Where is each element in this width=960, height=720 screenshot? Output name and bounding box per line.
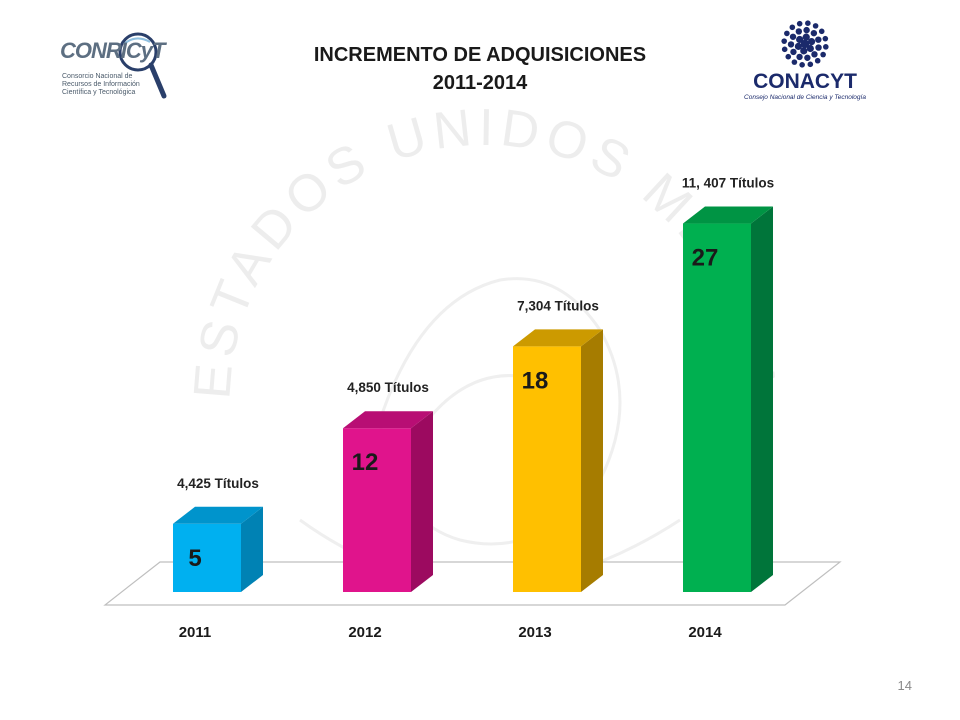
conricyt-logo-subtitle: Consorcio Nacional de Recursos de Inform…: [62, 73, 157, 97]
conacyt-dots-icon: [781, 20, 829, 68]
conacyt-dot: [796, 53, 803, 61]
conacyt-dot: [805, 20, 811, 26]
slide-title: INCREMENTO DE ADQUISICIONES: [313, 44, 647, 66]
conacyt-dot: [806, 44, 814, 53]
conacyt-dot: [796, 20, 803, 27]
bar-front: [513, 346, 581, 592]
conacyt-dot: [795, 28, 803, 35]
conacyt-dot: [802, 33, 810, 41]
conacyt-dot: [789, 24, 796, 31]
bar-side: [411, 411, 433, 592]
bar-front: [343, 428, 411, 592]
conacyt-logo-name: CONACYT: [753, 70, 857, 93]
chart-floor: [103, 561, 842, 606]
bar-2012: 12 4,850 Títulos 2012: [343, 380, 433, 641]
x-tick-label: 2014: [688, 624, 722, 641]
x-tick-label: 2012: [348, 624, 381, 641]
bar-annotation: 4,425 Títulos: [177, 476, 259, 491]
x-tick-label: 2013: [518, 624, 551, 641]
conacyt-dot: [796, 35, 804, 44]
bar-side: [241, 506, 263, 592]
bar-top: [343, 411, 433, 429]
conacyt-dot: [823, 44, 829, 50]
conricyt-subtitle-line: Consorcio Nacional de: [62, 73, 133, 80]
bar-side: [581, 329, 603, 592]
conacyt-dot: [791, 59, 798, 65]
conacyt-dot: [818, 28, 825, 35]
page-number: 14: [897, 678, 912, 693]
conacyt-dot: [784, 30, 790, 37]
conacyt-dot: [807, 38, 816, 46]
slide-subtitle: 2011-2014: [432, 72, 528, 94]
conacyt-logo: CONACYT Consejo Nacional de Ciencia y Te…: [735, 18, 875, 106]
bar-annotation: 7,304 Títulos: [517, 298, 599, 313]
conacyt-dot: [789, 33, 797, 40]
conacyt-dot: [814, 57, 821, 64]
conacyt-dot: [807, 61, 814, 68]
bar-2014: 27 11, 407 Títulos 2014: [682, 176, 774, 641]
conacyt-dot: [781, 46, 788, 53]
conacyt-dot: [815, 44, 822, 51]
bar-2013: 18 7,304 Títulos 2013: [513, 298, 603, 641]
conacyt-dot: [800, 39, 810, 49]
conricyt-subtitle-line: Científica y Tecnológica: [62, 89, 136, 96]
conacyt-dot: [812, 23, 819, 29]
conricyt-logo: CONRICyT Consorcio Nacional de Recursos …: [58, 18, 178, 106]
bar-front: [173, 523, 241, 592]
conacyt-dot: [820, 51, 826, 58]
conacyt-dot: [811, 51, 818, 58]
conacyt-dot: [800, 47, 808, 55]
conacyt-dot: [781, 38, 787, 44]
bar-annotation: 11, 407 Títulos: [682, 176, 774, 191]
bar-top: [513, 329, 603, 347]
bar-value-label: 12: [352, 449, 379, 476]
conacyt-dot: [794, 42, 803, 50]
x-tick-label: 2011: [179, 624, 212, 641]
conacyt-dot: [822, 35, 829, 42]
conacyt-logo-subtitle: Consejo Nacional de Ciencia y Tecnología: [744, 94, 866, 101]
conacyt-dot: [815, 36, 822, 43]
conacyt-dot: [790, 48, 797, 56]
conricyt-subtitle-line: Recursos de Información: [62, 81, 140, 88]
bar-top: [683, 206, 773, 224]
bar-top: [173, 506, 263, 524]
bar-value-label: 27: [692, 245, 719, 272]
bar-value-label: 5: [188, 545, 201, 572]
bar-annotation: 4,850 Títulos: [347, 380, 429, 395]
bar-value-label: 18: [522, 367, 549, 394]
conricyt-logo-name: CONRICyT: [60, 38, 165, 63]
conacyt-dot: [787, 41, 795, 48]
conacyt-dot: [810, 29, 818, 37]
conacyt-dot: [803, 26, 810, 34]
conacyt-dot: [799, 62, 805, 68]
conacyt-dot: [785, 53, 792, 60]
bar-side: [751, 206, 773, 592]
bar-2011: 5 4,425 Títulos 2011: [173, 476, 263, 641]
conacyt-dot: [804, 54, 811, 61]
bar-front: [683, 223, 751, 592]
